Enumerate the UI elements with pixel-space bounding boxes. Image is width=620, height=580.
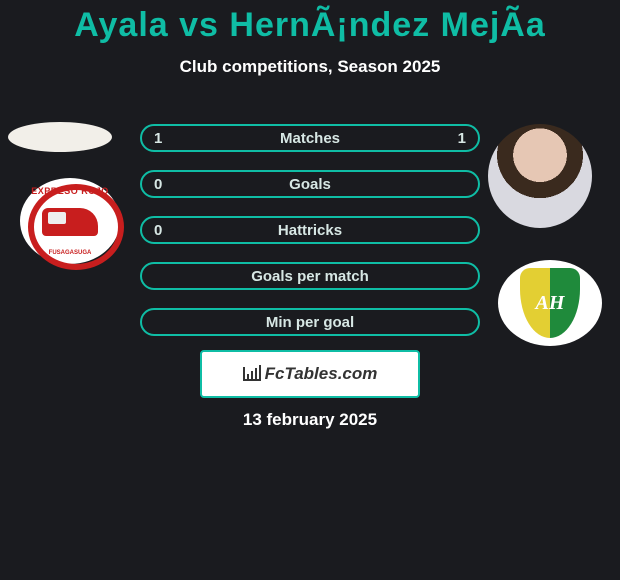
stat-row-min-per-goal: Min per goal bbox=[140, 308, 480, 336]
stat-label: Min per goal bbox=[142, 314, 478, 331]
stat-label: Goals per match bbox=[142, 268, 478, 285]
stat-left-value: 1 bbox=[154, 130, 162, 147]
player-left-avatar bbox=[8, 122, 112, 152]
club-right-crest: AH bbox=[498, 260, 602, 346]
club-left-crest: EXPRESO ROJO FUSAGASUGA bbox=[20, 178, 120, 264]
subtitle: Club competitions, Season 2025 bbox=[0, 57, 620, 77]
stat-label: Goals bbox=[142, 176, 478, 193]
stat-label: Matches bbox=[142, 130, 478, 147]
club-left-crest-bottom-text: FUSAGASUGA bbox=[20, 250, 120, 256]
stat-left-value: 0 bbox=[154, 222, 162, 239]
club-left-crest-top-text: EXPRESO ROJO bbox=[20, 186, 120, 196]
club-right-monogram: AH bbox=[536, 292, 565, 315]
stat-row-goals: 0 Goals bbox=[140, 170, 480, 198]
player-right-avatar bbox=[488, 124, 592, 228]
stat-row-goals-per-match: Goals per match bbox=[140, 262, 480, 290]
bar-chart-icon bbox=[243, 367, 261, 381]
stat-row-hattricks: 0 Hattricks bbox=[140, 216, 480, 244]
date-label: 13 february 2025 bbox=[0, 410, 620, 430]
stats-list: 1 Matches 1 0 Goals 0 Hattricks Goals pe… bbox=[140, 124, 480, 354]
stat-row-matches: 1 Matches 1 bbox=[140, 124, 480, 152]
shield-icon: AH bbox=[520, 268, 580, 338]
stat-label: Hattricks bbox=[142, 222, 478, 239]
train-icon bbox=[42, 208, 98, 236]
page-title: Ayala vs HernÃ¡ndez MejÃ­a bbox=[0, 0, 620, 45]
credit-site: FcTables.com bbox=[265, 364, 378, 384]
stat-left-value: 0 bbox=[154, 176, 162, 193]
credit-box[interactable]: FcTables.com bbox=[200, 350, 420, 398]
stat-right-value: 1 bbox=[458, 130, 466, 147]
